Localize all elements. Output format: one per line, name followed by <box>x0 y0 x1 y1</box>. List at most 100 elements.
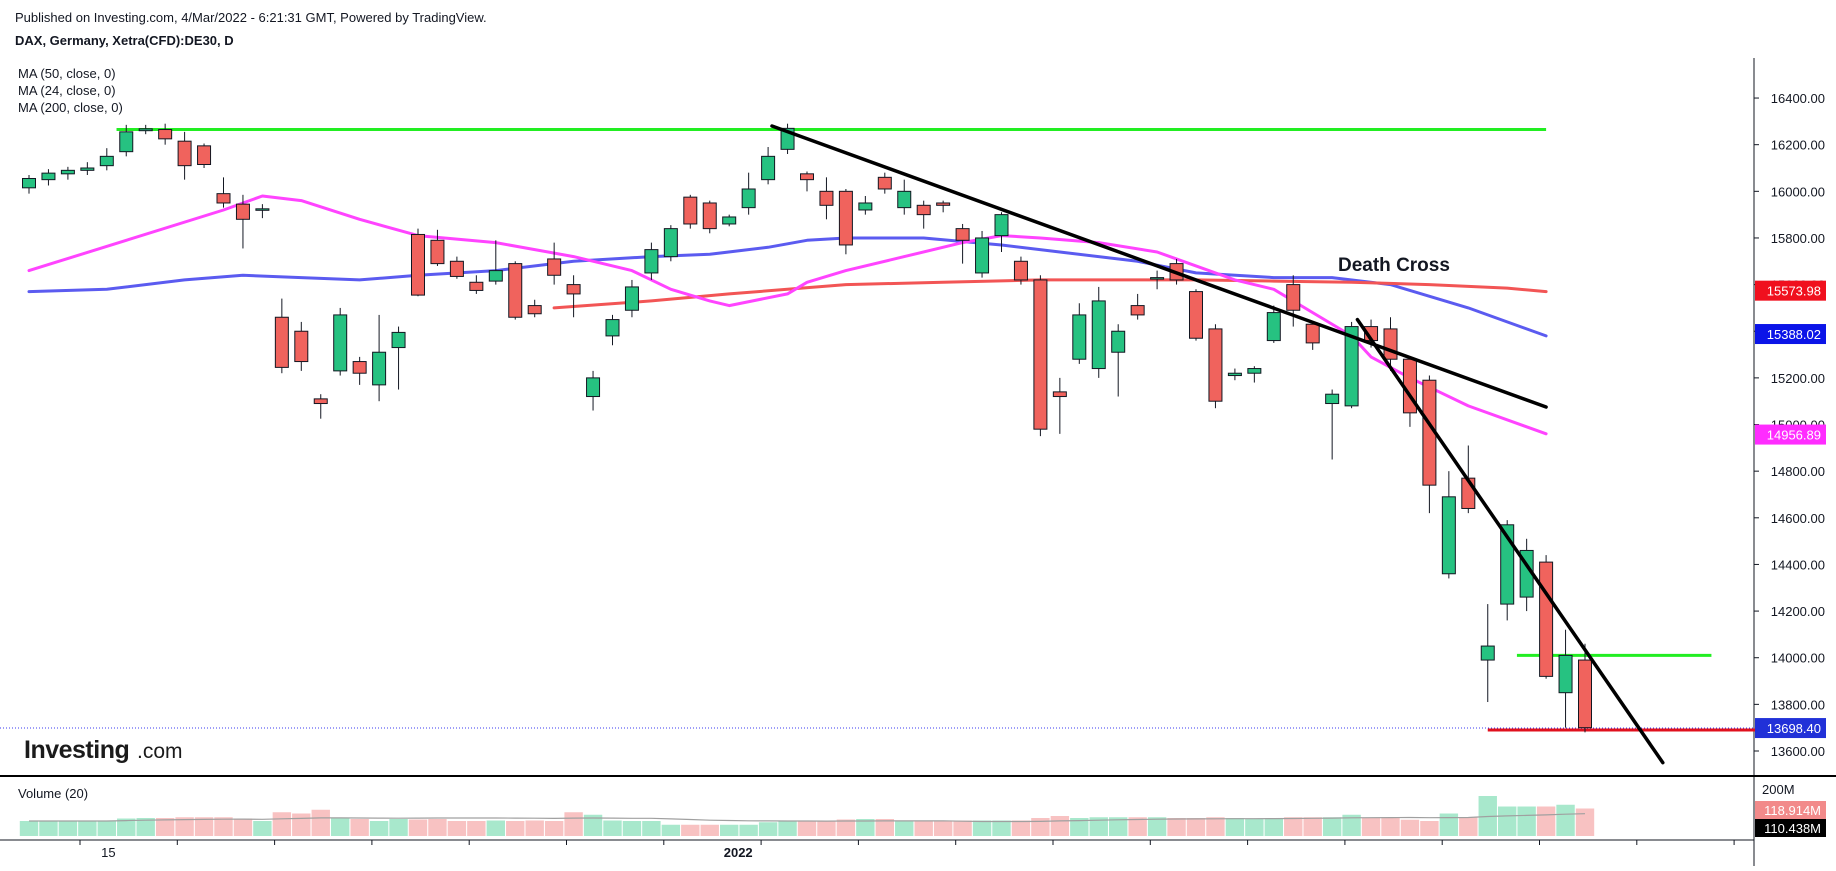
volume-bar <box>583 814 603 836</box>
volume-bar <box>1381 818 1400 836</box>
volume-bar <box>428 819 447 836</box>
price-tick-label: 15800.00 <box>1771 231 1825 246</box>
volume-bar <box>933 820 953 836</box>
candle-body <box>1091 300 1106 370</box>
candle <box>469 275 484 294</box>
candle-body <box>411 233 425 296</box>
price-label-box <box>1755 324 1826 345</box>
candle-body <box>586 377 601 398</box>
volume-bar <box>1206 817 1225 836</box>
candle <box>1558 629 1573 728</box>
candle <box>80 162 95 175</box>
price-tick-label: 14600.00 <box>1771 511 1825 526</box>
candle <box>644 242 659 280</box>
volume-bar <box>1556 804 1575 836</box>
candle <box>1422 375 1437 514</box>
candle-body <box>235 203 250 220</box>
volume-label-text: 118.914M <box>1764 803 1821 818</box>
price-tick-label: 14800.00 <box>1771 464 1825 479</box>
candle-body <box>41 172 56 181</box>
candle <box>333 307 348 376</box>
candle <box>1519 538 1534 612</box>
candle <box>372 314 387 402</box>
candle <box>702 200 717 234</box>
candle <box>1013 256 1028 285</box>
candle-body <box>294 330 309 363</box>
price-tick-label: 14000.00 <box>1771 651 1825 666</box>
candle-body <box>897 190 912 209</box>
candle-body <box>1247 368 1262 374</box>
volume-bar <box>1128 817 1147 836</box>
candle <box>1208 324 1223 409</box>
candle <box>430 229 445 266</box>
candle-body <box>1033 279 1048 430</box>
candle-body <box>1013 260 1028 281</box>
volume-bar <box>1575 808 1595 836</box>
candle-body <box>955 228 970 241</box>
candle-body <box>663 228 678 258</box>
volume-bar <box>1225 818 1245 836</box>
volume-bar <box>253 821 272 836</box>
price-tick-label: 15200.00 <box>1771 371 1825 386</box>
candle-body <box>741 188 756 209</box>
volume-bar <box>97 821 116 836</box>
volume-bar <box>408 819 428 836</box>
volume-bar <box>525 820 544 836</box>
candle-body <box>158 129 173 140</box>
volume-bar <box>233 818 253 836</box>
volume-bar <box>1498 806 1517 836</box>
candle-body <box>547 258 562 276</box>
volume-bar <box>622 821 642 836</box>
volume-bar <box>78 821 97 836</box>
candle <box>741 172 756 215</box>
candle <box>158 123 173 145</box>
candle <box>761 147 776 185</box>
volume-layer <box>19 796 1595 836</box>
candle <box>1539 555 1554 679</box>
volume-bar <box>992 820 1011 836</box>
candle <box>177 131 192 180</box>
candle <box>488 240 503 285</box>
candle-body <box>1325 393 1340 405</box>
volume-bar <box>136 818 155 836</box>
ma200-line <box>552 278 1548 310</box>
volume-indicator-label[interactable]: Volume (20) <box>18 786 89 801</box>
volume-label-text: 110.438M <box>1764 821 1821 836</box>
indicator-ma50-label[interactable]: MA (50, close, 0) <box>18 66 116 81</box>
indicator-ma200-label[interactable]: MA (200, close, 0) <box>18 100 123 115</box>
candle-body <box>819 190 834 206</box>
candle <box>1480 604 1495 703</box>
volume-bar <box>1070 818 1089 836</box>
candle-body <box>1189 291 1203 339</box>
candle <box>1286 275 1301 327</box>
candle-body <box>975 237 990 274</box>
volume-bar <box>1050 816 1070 836</box>
volume-label-text: 200M <box>1762 782 1795 797</box>
level-lines-layer <box>0 128 1780 732</box>
volume-bar <box>447 821 467 836</box>
volume-bar <box>661 824 681 836</box>
candle-body <box>527 305 542 315</box>
trendlines-layer: Death Cross <box>770 124 1665 765</box>
candle-body <box>1286 284 1301 311</box>
volume-label-box <box>1755 801 1826 819</box>
candle <box>1111 324 1126 397</box>
ma24-line <box>27 194 1548 436</box>
price-tick-label: 16200.00 <box>1771 138 1825 153</box>
volume-bar <box>58 821 78 836</box>
candle <box>527 299 542 318</box>
candle <box>1325 389 1340 460</box>
candle-body <box>177 140 192 167</box>
candle <box>722 214 737 227</box>
candle-body <box>216 193 231 204</box>
candle-body <box>508 263 523 318</box>
volume-bar <box>758 822 778 836</box>
indicator-ma24-label[interactable]: MA (24, close, 0) <box>18 83 116 98</box>
candle-body <box>858 202 873 211</box>
volume-bar <box>1400 819 1420 836</box>
candle <box>41 169 56 186</box>
candle <box>197 143 212 168</box>
candle-body <box>372 351 387 386</box>
candle-body <box>1480 645 1495 661</box>
volume-bar <box>117 818 136 836</box>
